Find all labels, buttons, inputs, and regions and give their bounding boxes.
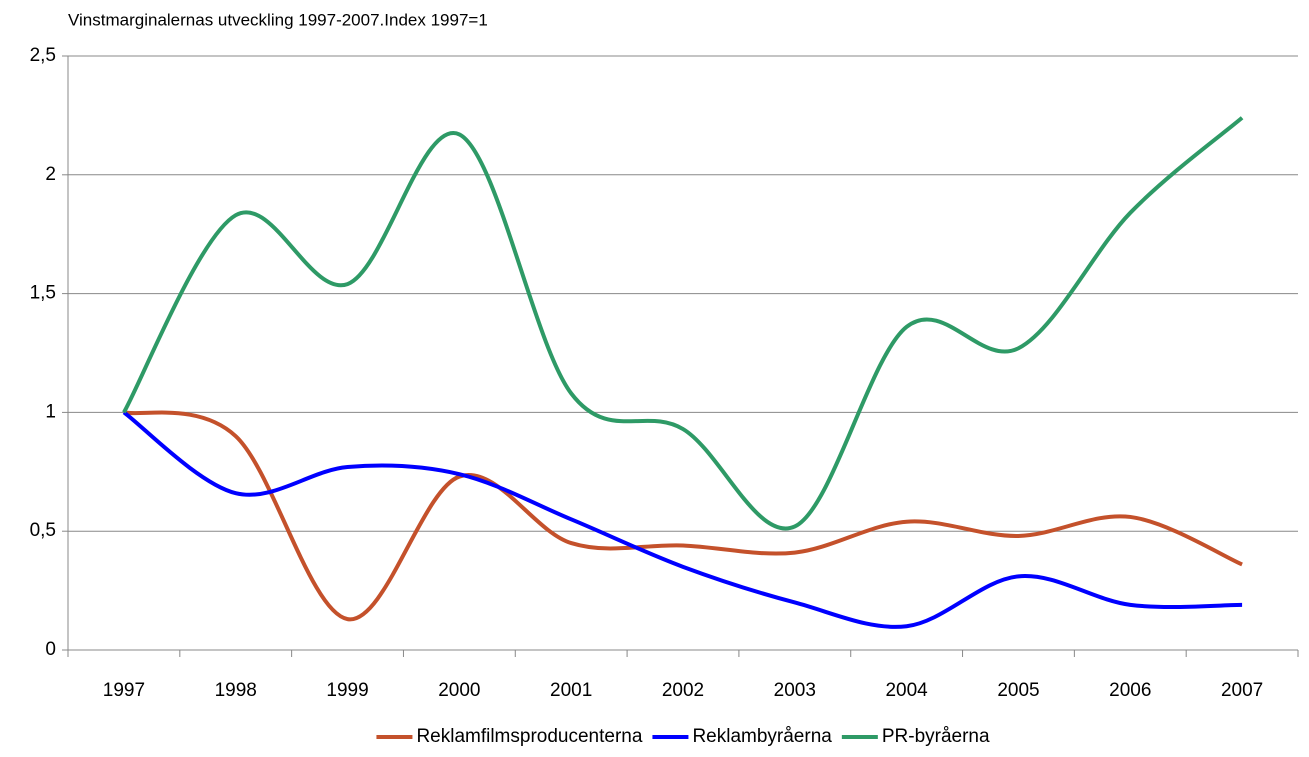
x-tick-label: 2006 — [1109, 680, 1151, 701]
y-tick-label: 2,5 — [30, 45, 56, 66]
x-tick-label: 1998 — [215, 680, 257, 701]
legend-label: PR-byråerna — [882, 726, 990, 747]
x-tick-label: 1999 — [326, 680, 368, 701]
x-tick-label: 2004 — [885, 680, 928, 701]
y-tick-label: 1,5 — [30, 283, 56, 304]
y-tick-label: 0,5 — [30, 520, 56, 541]
series-line — [122, 116, 1244, 531]
series-line — [122, 410, 1243, 629]
legend-label: Reklamfilmsproducenterna — [416, 726, 642, 747]
x-tick-label: 2003 — [774, 680, 816, 701]
x-tick-label: 2001 — [550, 680, 592, 701]
chart-title: Vinstmarginalernas utveckling 1997-2007.… — [68, 10, 488, 29]
x-tick-label: 2002 — [662, 680, 704, 701]
y-tick-label: 0 — [45, 639, 56, 660]
x-tick-label: 2007 — [1221, 680, 1263, 701]
x-tick-label: 2000 — [438, 680, 480, 701]
x-tick-label: 2005 — [997, 680, 1039, 701]
legend-label: Reklambyråerna — [692, 726, 832, 747]
y-tick-label: 1 — [45, 401, 56, 422]
y-tick-label: 2 — [45, 164, 56, 185]
x-tick-label: 1997 — [103, 680, 145, 701]
